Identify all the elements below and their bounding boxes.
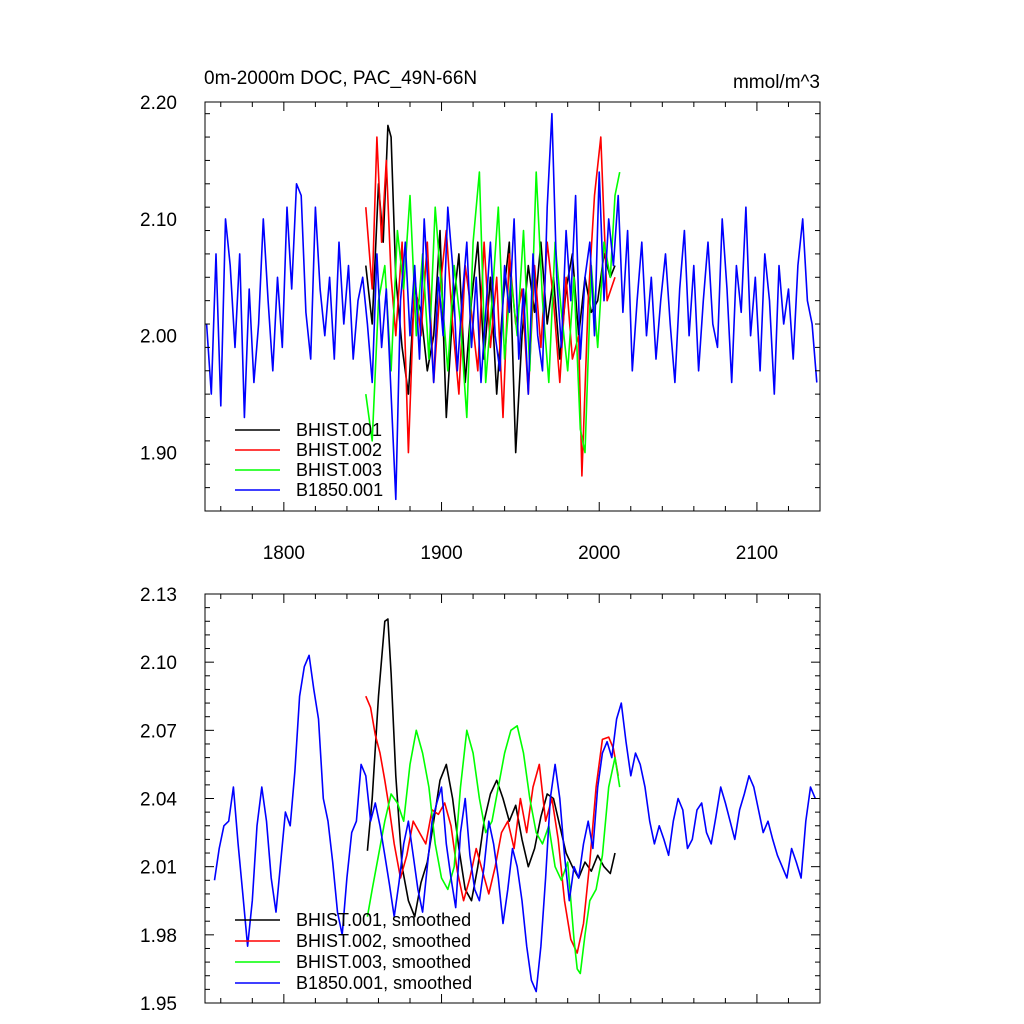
legend-label-0: BHIST.001 — [296, 420, 382, 440]
y-tick-label: 2.07 — [140, 721, 177, 742]
y-tick-label: 1.90 — [140, 444, 177, 465]
plot-frame — [204, 101, 821, 512]
top-plot: 1800 1900 2000 2100 1.90 2.00 2.10 2.20 BHIST.00… — [140, 93, 821, 564]
x-tick-label: 2100 — [736, 543, 778, 564]
series-line-0 — [365, 124, 616, 454]
y-tick-label: 2.04 — [140, 790, 177, 811]
legend-label-2: BHIST.003 — [296, 460, 382, 480]
y-tick-label: 1.98 — [140, 926, 177, 947]
y-tick-label: 2.10 — [140, 210, 177, 231]
legend-label-0: BHIST.001, smoothed — [296, 910, 471, 930]
y-tick-label: 2.13 — [140, 585, 177, 606]
series-line-2 — [366, 724, 621, 975]
y-tick-label: 2.10 — [140, 653, 177, 674]
y-tick-label: 1.95 — [140, 994, 177, 1015]
series-group — [213, 618, 817, 993]
series-line-2 — [365, 171, 621, 454]
y-tick-label: 2.01 — [140, 858, 177, 879]
y-tick-label: 2.00 — [140, 327, 177, 348]
bottom-plot: 1.95 1.98 2.01 2.04 2.07 2.10 2.13 BHIST.001, s… — [140, 585, 821, 1015]
x-tick-label: 1800 — [263, 543, 305, 564]
series-line-1 — [365, 695, 619, 954]
legend-label-3: B1850.001 — [296, 480, 383, 500]
legend-label-1: BHIST.002, smoothed — [296, 931, 471, 951]
x-tick-label: 1900 — [420, 543, 462, 564]
y-tick-label: 2.20 — [140, 93, 177, 114]
series-line-3 — [205, 112, 818, 501]
top-chart-title: 0m-2000m DOC, PAC_49N-66N — [204, 68, 477, 89]
top-chart-units: mmol/m^3 — [733, 72, 820, 93]
series-group — [205, 112, 818, 501]
series-line-3 — [213, 654, 817, 993]
legend-label-1: BHIST.002 — [296, 440, 382, 460]
x-tick-label: 2000 — [578, 543, 620, 564]
legend-label-3: B1850.001, smoothed — [296, 973, 472, 993]
legend-label-2: BHIST.003, smoothed — [296, 952, 471, 972]
